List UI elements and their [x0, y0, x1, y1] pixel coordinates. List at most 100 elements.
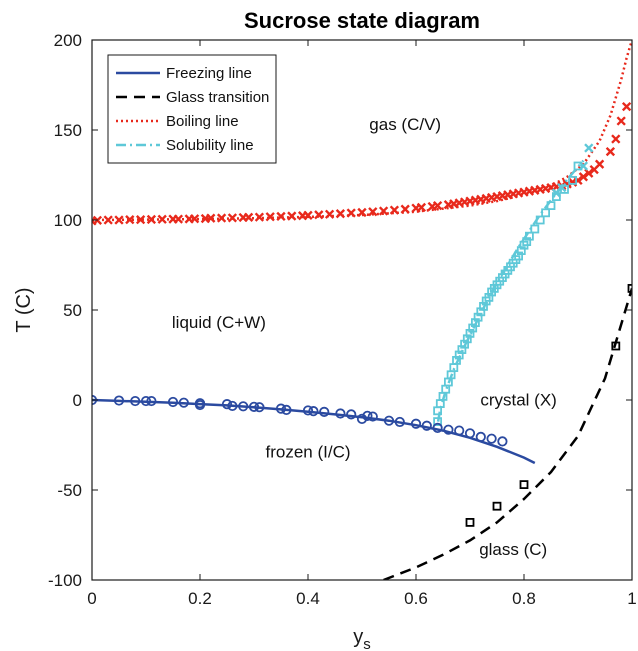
boiling-data-point	[346, 208, 356, 218]
legend-label: Glass transition	[166, 89, 269, 106]
legend-label: Solubility line	[166, 137, 254, 154]
boiling-data-point	[357, 207, 367, 218]
boiling-data-point	[594, 159, 605, 169]
boiling-data-point	[611, 134, 621, 144]
boiling-data-point	[276, 211, 286, 222]
x-tick-label: 0.6	[404, 589, 428, 608]
region-labels: gas (C/V) liquid (C+W) crystal (X) frozen (…	[172, 115, 557, 559]
freezing-data-point	[367, 411, 378, 422]
boiling-data-point	[114, 215, 124, 225]
boiling-data-point	[206, 213, 216, 223]
boiling-data-point	[400, 204, 410, 214]
boiling-data-point	[265, 212, 275, 222]
freezing-data-point	[421, 420, 432, 431]
boiling-data-point	[616, 116, 626, 126]
freezing-data-point	[146, 395, 157, 407]
freezing-data-point	[475, 431, 486, 442]
y-tick-label: 0	[73, 391, 82, 410]
solubility-data-point	[433, 417, 443, 427]
axes: 0 0.2 0.4 0.6 0.8 1 -100 -50 0 50 100 150 200	[48, 31, 637, 608]
freezing-data-point	[319, 406, 330, 417]
boiling-data-point	[378, 206, 389, 216]
glass-data-markers	[465, 283, 632, 527]
x-tick-label: 0.2	[188, 589, 212, 608]
y-tick-label: 150	[54, 121, 82, 140]
x-axis-label-main: y	[353, 626, 363, 648]
boiling-data-point	[216, 213, 227, 223]
boiling-data-point	[605, 146, 616, 157]
series-line-glass-transition	[383, 288, 632, 580]
chart-title: Sucrose state diagram	[244, 8, 480, 33]
boiling-data-point	[103, 215, 113, 225]
solubility-data-x--point	[557, 182, 567, 193]
region-label: frozen (I/C)	[265, 443, 350, 462]
freezing-data-point	[194, 399, 206, 411]
glass-data-point	[627, 283, 632, 293]
freezing-data-point	[335, 408, 346, 419]
freezing-data-point	[486, 433, 497, 444]
freezing-data-point	[308, 406, 319, 417]
freezing-data-point	[356, 413, 368, 424]
freezing-data-point	[394, 416, 405, 428]
solubility-data-point	[525, 231, 534, 241]
boiling-data-point	[189, 214, 200, 224]
x-tick-label: 1	[627, 589, 636, 608]
freezing-data-point	[238, 401, 249, 412]
boiling-data-point	[389, 205, 400, 215]
freezing-data-point	[302, 405, 314, 416]
y-tick-label: -100	[48, 571, 82, 590]
x-axis-label: ys	[353, 626, 371, 651]
freezing-data-point	[497, 436, 508, 447]
freezing-data-point	[130, 395, 141, 407]
boiling-data-point	[287, 211, 297, 221]
freezing-data-point	[464, 428, 476, 439]
boiling-data-point	[621, 101, 632, 112]
boiling-data-point	[578, 172, 589, 182]
freezing-data-point	[362, 410, 373, 421]
boiling-data-point	[324, 209, 335, 219]
freezing-data-point	[443, 424, 454, 435]
legend-label: Freezing line	[166, 65, 252, 82]
solubility-data-point	[535, 215, 545, 225]
boiling-data-point	[432, 200, 443, 211]
x-tick-label: 0.8	[512, 589, 536, 608]
boiling-data-point	[135, 214, 146, 225]
solubility-data-x--point	[578, 161, 589, 171]
boiling-data-point	[254, 212, 265, 222]
boiling-data-point	[303, 210, 313, 220]
x-tick-label: 0.4	[296, 589, 320, 608]
glass-data-point	[611, 341, 621, 351]
boiling-data-point	[368, 207, 378, 217]
boiling-data-point	[314, 210, 324, 220]
glass-data-point	[492, 501, 502, 511]
region-label: glass (C)	[479, 540, 547, 559]
region-label: crystal (X)	[480, 390, 557, 409]
region-label: liquid (C+W)	[172, 313, 266, 332]
freezing-data-point	[167, 396, 179, 408]
freezing-data-point	[248, 401, 260, 412]
y-tick-label: 50	[63, 301, 82, 320]
x-axis-label-subscript: s	[363, 636, 371, 651]
boiling-data-point	[173, 214, 184, 224]
freezing-data-point	[432, 422, 443, 433]
boiling-data-point	[146, 214, 157, 225]
legend-label: Boiling line	[166, 113, 239, 130]
solubility-data-markers	[433, 161, 583, 427]
boiling-data-point	[157, 214, 167, 224]
freezing-data-point	[254, 402, 265, 413]
solubility-data-x--markers	[551, 143, 594, 198]
x-tick-label: 0	[87, 589, 96, 608]
boiling-data-point	[125, 214, 135, 225]
freezing-data-point	[113, 395, 125, 406]
glass-data-point	[465, 518, 475, 527]
boiling-data-point	[335, 209, 346, 219]
freezing-data-point	[227, 400, 238, 412]
freezing-data-point	[178, 397, 189, 408]
solubility-data-point	[573, 161, 583, 171]
glass-data-point	[519, 480, 529, 490]
plot-area	[92, 40, 632, 580]
region-label: gas (C/V)	[369, 115, 441, 134]
solubility-data-x--point	[584, 143, 594, 153]
